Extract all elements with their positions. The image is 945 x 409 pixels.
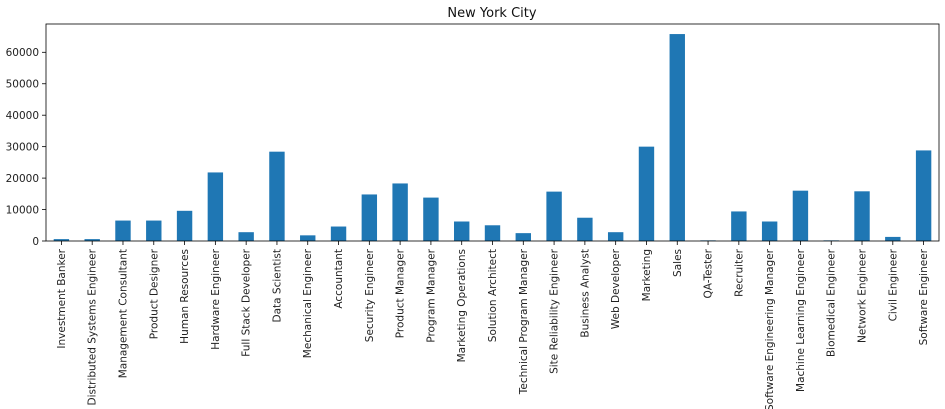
bar-accountant — [330, 226, 347, 241]
x-tick-label: Investment Banker — [56, 248, 68, 348]
bar-mechanical-engineer — [300, 235, 316, 241]
bar-investment-banker — [53, 239, 70, 241]
x-tick-label: Full Stack Developer — [241, 248, 253, 356]
bar-product-designer — [146, 220, 162, 241]
x-tick-label: Site Reliability Engineer — [549, 248, 561, 374]
x-tick-label: Hardware Engineer — [210, 248, 222, 349]
y-tick-label: 40000 — [6, 110, 39, 122]
x-tick-label: Data Scientist — [271, 249, 283, 323]
bar-technical-program-manager — [515, 233, 531, 241]
x-tick-label: Distributed Systems Engineer — [87, 248, 99, 405]
x-tick-label: Human Resources — [179, 249, 191, 344]
x-tick-label: Marketing Operations — [456, 249, 468, 362]
x-axis: Investment Banker Distributed Systems Eng… — [56, 241, 930, 409]
x-tick-label: Product Designer — [148, 248, 160, 339]
y-tick-label: 0 — [32, 236, 39, 248]
bar-network-engineer — [854, 191, 870, 241]
bar-human-resources — [176, 210, 193, 241]
bar-sales — [669, 34, 685, 242]
x-tick-label: Solution Architect — [487, 249, 499, 342]
x-tick-label: Technical Program Manager — [518, 248, 530, 395]
x-tick-label: Marketing — [641, 249, 653, 301]
plot-frame — [45, 23, 940, 242]
bar-data-scientist — [269, 151, 285, 241]
x-tick-label: Product Manager — [395, 248, 407, 338]
bar-solution-architect — [484, 225, 501, 241]
chart-title: New York City — [447, 6, 536, 21]
bars-group — [53, 34, 932, 242]
bar-distributed-systems-engineer — [84, 239, 100, 241]
y-tick-label: 10000 — [6, 204, 39, 216]
x-tick-label: QA-Tester — [703, 248, 715, 298]
bar-business-analyst — [577, 217, 593, 241]
x-tick-label: Software Engineer — [918, 248, 930, 345]
bar-recruiter — [731, 211, 747, 241]
bar-civil-engineer — [885, 236, 901, 241]
x-tick-label: Mechanical Engineer — [302, 248, 314, 358]
bar-site-reliability-engineer — [546, 191, 562, 241]
bar-software-engineer — [915, 150, 932, 241]
bar-marketing — [638, 146, 655, 241]
bar-web-developer — [607, 232, 624, 241]
bar-machine-learning-engineer — [792, 190, 809, 241]
bar-software-engineering-manager — [761, 221, 778, 241]
x-tick-label: Recruiter — [733, 248, 745, 297]
x-tick-label: Business Analyst — [579, 249, 591, 338]
y-tick-label: 30000 — [6, 141, 39, 153]
y-axis: 0 10000 20000 30000 40000 50000 60000 — [6, 47, 46, 248]
x-tick-label: Program Manager — [425, 248, 437, 342]
bar-marketing-operations — [454, 221, 470, 241]
x-tick-label: Machine Learning Engineer — [795, 248, 807, 392]
x-tick-label: Accountant — [333, 249, 345, 309]
x-tick-label: Civil Engineer — [887, 248, 899, 321]
y-tick-label: 50000 — [6, 79, 39, 91]
y-tick-label: 60000 — [6, 47, 39, 59]
bar-management-consultant — [115, 220, 131, 241]
bar-product-manager — [392, 183, 408, 241]
x-tick-label: Network Engineer — [857, 248, 869, 343]
x-tick-label: Sales — [672, 249, 684, 277]
bar-security-engineer — [361, 194, 378, 241]
bar-full-stack-developer — [238, 232, 254, 241]
bar-program-manager — [423, 197, 439, 241]
y-tick-label: 20000 — [6, 173, 39, 185]
x-tick-label: Web Developer — [610, 248, 622, 329]
x-tick-label: Software Engineering Manager — [764, 248, 776, 409]
x-tick-label: Biomedical Engineer — [826, 248, 838, 357]
x-tick-label: Security Engineer — [364, 248, 376, 342]
x-tick-label: Management Consultant — [117, 249, 129, 378]
bar-hardware-engineer — [207, 172, 224, 241]
